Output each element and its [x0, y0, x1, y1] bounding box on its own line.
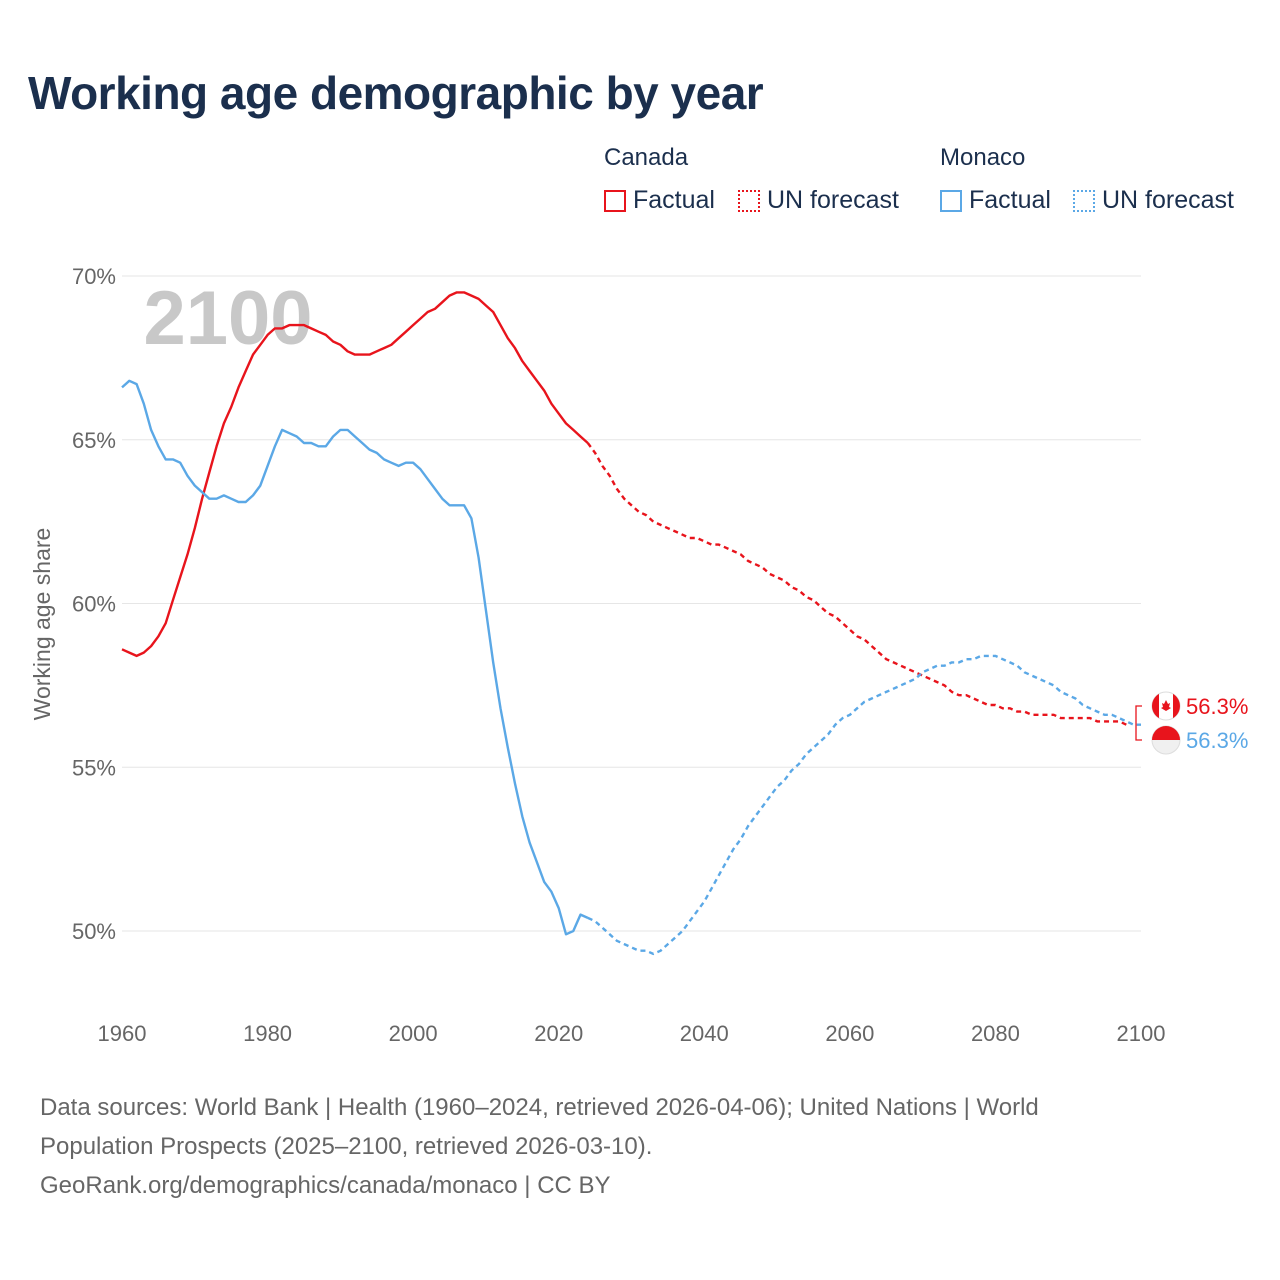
year-watermark: 2100 — [143, 276, 312, 361]
y-tick-label: 50% — [72, 919, 116, 944]
x-tick-label: 2060 — [825, 1021, 874, 1046]
x-tick-label: 2080 — [971, 1021, 1020, 1046]
monaco-factual-line[interactable] — [121, 379, 589, 936]
canada-factual-line[interactable] — [121, 291, 589, 658]
end-labels: 56.3% 56.3% — [1186, 694, 1248, 753]
x-tick-label: 2100 — [1117, 1021, 1166, 1046]
legend-label: UN forecast — [1102, 186, 1234, 214]
footer-sources-line2: Population Prospects (2025–2100, retriev… — [40, 1133, 653, 1160]
end-connector — [1135, 705, 1142, 741]
monaco-forecast-line[interactable] — [587, 654, 1141, 956]
series-lines — [121, 291, 1141, 956]
canada-forecast-line[interactable] — [586, 442, 1127, 726]
canada-flag-icon — [1151, 691, 1181, 721]
legend-swatch-dotted — [1073, 189, 1095, 212]
y-tick-label: 70% — [72, 264, 116, 289]
legend-swatch-solid — [940, 189, 962, 212]
legend-item-canada-forecast[interactable]: UN forecast — [738, 186, 899, 215]
legend-group-canada: Canada — [604, 144, 689, 171]
legend-label: UN forecast — [767, 186, 899, 214]
legend-item-canada-factual[interactable]: Factual — [604, 186, 715, 215]
footer: Data sources: World Bank | Health (1960–… — [40, 1088, 1240, 1205]
monaco-end-label: 56.3% — [1186, 728, 1248, 753]
x-axis-ticks: 1960 1980 2000 2020 2040 2060 2080 2100 — [98, 1021, 1166, 1046]
x-tick-label: 2000 — [389, 1021, 438, 1046]
line-chart: 50% 55% 60% 65% 70% 1960 1980 2000 2020 2040 2060… — [29, 264, 1248, 1046]
y-axis-ticks: 50% 55% 60% 65% 70% — [72, 264, 116, 944]
x-tick-label: 1980 — [243, 1021, 292, 1046]
x-tick-label: 1960 — [98, 1021, 147, 1046]
footer-credit-link[interactable]: GeoRank.org/demographics/canada/monaco |… — [40, 1172, 611, 1199]
gridlines — [122, 275, 1141, 932]
footer-sources-line1: Data sources: World Bank | Health (1960–… — [40, 1094, 1039, 1121]
legend-item-monaco-factual[interactable]: Factual — [940, 186, 1051, 215]
x-tick-label: 2040 — [680, 1021, 729, 1046]
monaco-flag-icon — [1151, 725, 1181, 755]
x-tick-label: 2020 — [534, 1021, 583, 1046]
legend-item-monaco-forecast[interactable]: UN forecast — [1073, 186, 1234, 215]
legend-swatch-solid — [604, 189, 626, 212]
legend-swatch-dotted — [738, 189, 760, 212]
y-tick-label: 65% — [72, 428, 116, 453]
y-tick-label: 60% — [72, 592, 116, 617]
legend-label: Factual — [633, 186, 715, 214]
chart-title: Working age demographic by year — [28, 67, 764, 119]
end-markers — [1135, 691, 1181, 755]
y-axis-label: Working age share — [29, 528, 55, 721]
canada-end-label: 56.3% — [1186, 694, 1248, 719]
y-tick-label: 55% — [72, 755, 116, 780]
legend-group-monaco: Monaco — [940, 144, 1026, 171]
legend-label: Factual — [969, 186, 1051, 214]
